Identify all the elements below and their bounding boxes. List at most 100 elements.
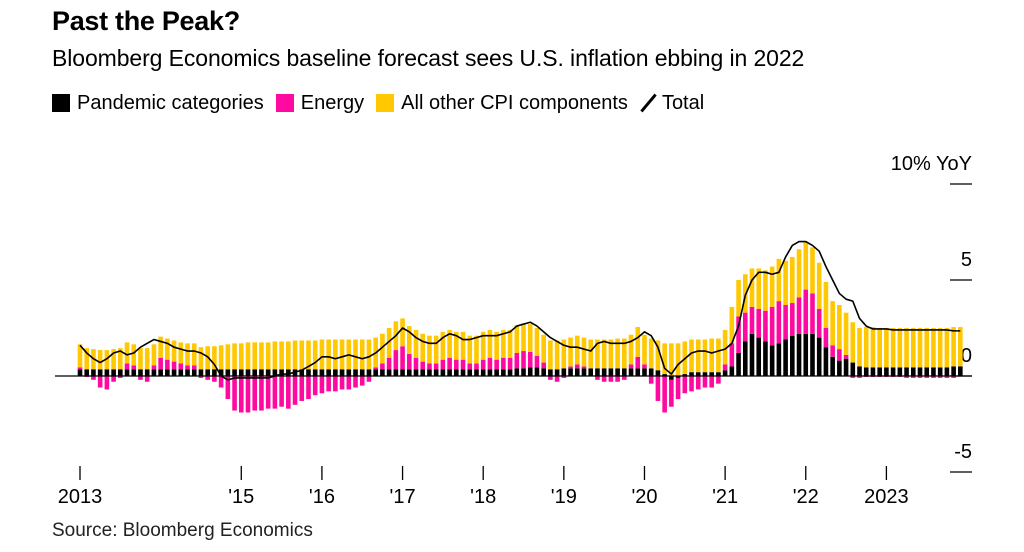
bar-pandemic xyxy=(601,368,607,376)
bar-energy xyxy=(736,316,741,353)
legend-label-total: Total xyxy=(661,91,705,114)
bar-other xyxy=(924,328,930,368)
bar-other xyxy=(406,326,412,354)
bar-pandemic xyxy=(165,369,170,376)
bar-other xyxy=(185,343,190,366)
bar-energy xyxy=(299,376,305,401)
x-tick-label: '17 xyxy=(390,486,416,508)
bar-energy xyxy=(393,350,399,370)
bar-pandemic xyxy=(527,367,533,376)
bar-energy xyxy=(205,376,210,380)
bar-energy xyxy=(144,376,150,382)
bar-pandemic xyxy=(581,368,587,376)
bar-energy xyxy=(77,367,83,370)
bar-other xyxy=(191,343,197,366)
bar-energy xyxy=(548,376,553,380)
bar-other xyxy=(527,324,533,352)
bar-other xyxy=(736,280,741,317)
bar-pandemic xyxy=(205,369,210,376)
bar-other xyxy=(917,328,923,368)
bar-other xyxy=(534,328,540,356)
x-tick-label: '15 xyxy=(228,486,254,508)
bar-pandemic xyxy=(185,369,190,376)
bar-other xyxy=(944,328,950,368)
bar-other xyxy=(662,343,667,375)
bar-pandemic xyxy=(783,339,788,376)
legend-swatch-other xyxy=(376,94,395,112)
bar-energy xyxy=(937,376,943,378)
bar-energy xyxy=(850,376,856,378)
bar-other xyxy=(494,331,499,360)
bar-pandemic xyxy=(635,368,641,376)
bar-energy xyxy=(763,310,768,342)
bar-other xyxy=(769,266,775,307)
bar-other xyxy=(669,343,674,376)
bar-energy xyxy=(165,359,170,370)
bar-other xyxy=(420,333,426,362)
bar-other xyxy=(84,348,90,370)
bar-energy xyxy=(138,376,143,380)
bar-pandemic xyxy=(447,369,452,376)
bar-energy xyxy=(353,376,358,388)
y-axis: 5 0 -5 10% YoY xyxy=(891,153,972,473)
bar-energy xyxy=(346,376,352,390)
bar-other xyxy=(830,301,835,346)
bar-pandemic xyxy=(870,367,876,376)
bar-other xyxy=(380,333,385,364)
bar-other xyxy=(413,329,419,358)
bar-energy xyxy=(783,304,788,340)
bar-other xyxy=(628,334,634,365)
bar-energy xyxy=(803,289,809,334)
bar-other xyxy=(695,339,701,373)
bar-pandemic xyxy=(171,369,177,376)
bar-energy xyxy=(662,376,667,413)
bar-other xyxy=(608,339,614,369)
bar-energy xyxy=(830,345,835,357)
bar-pandemic xyxy=(326,369,331,376)
bar-other xyxy=(118,348,123,370)
bar-pandemic xyxy=(212,369,217,376)
bar-pandemic xyxy=(151,369,157,376)
bar-energy xyxy=(648,376,654,384)
bar-pandemic xyxy=(138,369,143,376)
bar-pandemic xyxy=(796,333,802,376)
bar-pandemic xyxy=(574,368,580,376)
bar-pandemic xyxy=(191,369,197,376)
bar-pandemic xyxy=(810,333,815,376)
bar-energy xyxy=(333,376,338,392)
bar-other xyxy=(823,281,829,328)
bar-pandemic xyxy=(346,369,352,376)
bar-pandemic xyxy=(776,343,782,376)
bar-other xyxy=(863,327,869,368)
bar-other xyxy=(554,340,560,370)
bar-other xyxy=(165,338,170,360)
bar-pandemic xyxy=(238,369,244,376)
bar-other xyxy=(252,342,258,370)
bar-pandemic xyxy=(487,369,493,376)
bar-energy xyxy=(574,364,580,369)
bars-group xyxy=(77,241,963,413)
y-tick-label: -5 xyxy=(954,441,972,463)
bar-other xyxy=(480,331,486,360)
bar-other xyxy=(910,328,916,368)
bar-energy xyxy=(904,376,909,378)
bar-other xyxy=(790,256,795,304)
bar-energy xyxy=(554,376,560,382)
bar-energy xyxy=(716,376,721,384)
bar-energy xyxy=(198,376,204,378)
bar-energy xyxy=(635,356,641,369)
bar-other xyxy=(958,327,963,367)
bar-other xyxy=(400,318,405,347)
bar-energy xyxy=(359,376,365,386)
bar-other xyxy=(306,340,311,370)
bar-pandemic xyxy=(561,368,567,376)
bar-energy xyxy=(742,312,748,342)
bar-energy xyxy=(373,367,378,370)
bar-energy xyxy=(218,376,224,388)
bar-other xyxy=(138,348,143,370)
bar-energy xyxy=(642,364,647,369)
y-tick-label: 5 xyxy=(961,249,972,271)
bar-other xyxy=(595,339,600,369)
bar-pandemic xyxy=(662,374,667,376)
bar-pandemic xyxy=(669,376,674,380)
